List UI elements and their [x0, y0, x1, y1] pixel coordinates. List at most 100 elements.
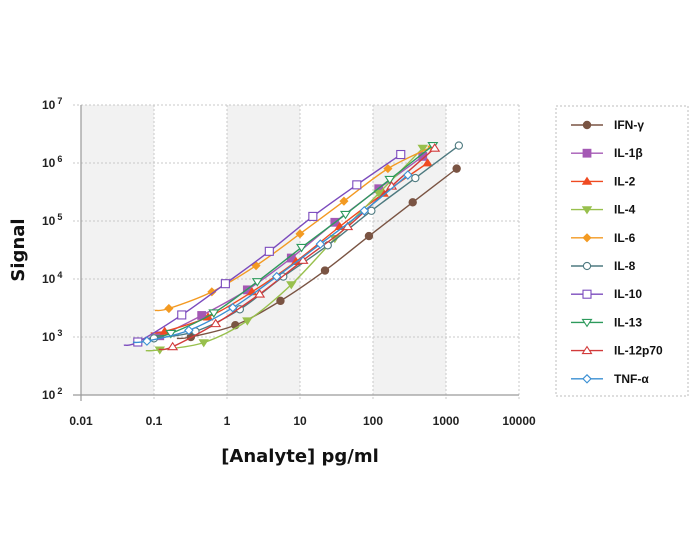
legend-label: TNF-α	[614, 372, 649, 386]
x-tick-label: 1	[224, 414, 231, 428]
legend-item: IL-10	[571, 287, 642, 301]
legend-label: IL-13	[614, 315, 642, 329]
data-series	[123, 141, 464, 355]
triangle-down-marker-icon	[198, 339, 209, 348]
triangle-marker-icon	[422, 158, 433, 167]
diamond-marker-icon	[271, 271, 282, 282]
legend-item: IFN-γ	[571, 118, 644, 132]
diamond-marker-icon	[142, 336, 152, 346]
circle-marker-icon	[411, 173, 420, 183]
x-axis-tick-labels: 0.01 0.1 1 10 100 1000 10000	[69, 414, 536, 428]
plot-band	[227, 105, 300, 395]
legend-item: IL-4	[571, 203, 636, 217]
legend-item: IL-1β	[571, 146, 643, 160]
triangle-marker-icon	[429, 143, 441, 152]
x-tick-label: 100	[363, 414, 383, 428]
y-tick-label: 10 4	[42, 270, 62, 286]
y-tick-label: 10 6	[42, 154, 62, 170]
triangle-down-marker-icon	[286, 281, 297, 290]
triangle-down-marker-icon	[417, 144, 428, 153]
y-tick-label: 10 5	[42, 212, 62, 228]
triangle-down-marker-icon	[384, 175, 396, 185]
legend-label: IL-8	[614, 259, 636, 273]
legend-item: IL-12p70	[571, 344, 663, 358]
diamond-marker-icon	[339, 196, 349, 206]
legend-label: IFN-γ	[614, 118, 644, 132]
legend-item: IL-13	[571, 315, 642, 329]
series-il-12p70	[158, 143, 441, 351]
triangle-down-marker-icon	[373, 189, 385, 199]
legend: IFN-γ IL-1β IL-2 IL-4 IL-6 IL-8 IL-10 IL-13 IL-1…	[555, 105, 689, 397]
legend-item: IL-2	[571, 174, 636, 188]
square-marker-icon	[396, 149, 406, 160]
square-marker-icon	[177, 310, 187, 320]
legend-box	[555, 105, 689, 397]
diamond-marker-icon	[295, 229, 305, 239]
x-tick-label: 1000	[433, 414, 460, 428]
axes	[73, 105, 519, 401]
square-marker-icon	[264, 246, 274, 256]
diamond-marker-icon	[383, 164, 393, 174]
series-il-6	[154, 142, 437, 314]
circle-marker-icon	[454, 141, 464, 150]
plot-band	[81, 105, 154, 395]
triangle-marker-icon	[254, 289, 266, 298]
triangle-down-marker-icon	[154, 346, 166, 355]
triangle-marker-icon	[581, 345, 593, 355]
triangle-down-marker-icon	[208, 309, 220, 318]
legend-label: IL-6	[614, 231, 636, 245]
circle-marker-icon	[408, 198, 417, 207]
plot-band	[446, 105, 519, 395]
legend-item: IL-6	[571, 231, 636, 245]
square-marker-icon	[582, 289, 592, 299]
legend-item: TNF-α	[571, 372, 649, 386]
y-tick-label: 10 2	[42, 386, 62, 402]
diamond-marker-icon	[582, 374, 592, 384]
diamond-marker-icon	[207, 287, 217, 297]
circle-marker-icon	[276, 296, 285, 306]
legend-label: IL-12p70	[614, 344, 663, 358]
legend-label: IL-1β	[614, 146, 643, 160]
diamond-marker-icon	[359, 206, 370, 216]
circle-marker-icon	[582, 261, 592, 271]
diamond-marker-icon	[164, 303, 174, 314]
plot-background-bands	[81, 105, 519, 395]
diamond-marker-icon	[228, 302, 238, 313]
square-marker-icon	[582, 148, 592, 158]
triangle-down-marker-icon	[581, 206, 593, 215]
square-marker-icon	[352, 180, 362, 190]
legend-label: IL-10	[614, 287, 642, 301]
circle-marker-icon	[364, 231, 374, 241]
x-tick-label: 0.01	[69, 414, 93, 428]
triangle-marker-icon	[297, 255, 309, 264]
plot-band	[154, 105, 227, 395]
circle-marker-icon	[582, 120, 592, 130]
x-tick-label: 10000	[502, 414, 536, 428]
series-tnf-	[132, 170, 413, 346]
y-axis-title: Signal	[8, 218, 29, 281]
triangle-marker-icon	[167, 341, 179, 351]
diamond-marker-icon	[403, 170, 413, 180]
x-tick-label: 10	[293, 414, 307, 428]
y-tick-label: 10 3	[42, 328, 62, 344]
triangle-down-marker-icon	[242, 317, 253, 326]
legend-label: IL-2	[614, 174, 636, 188]
diamond-marker-icon	[184, 325, 194, 336]
y-tick-label: 10 7	[42, 96, 62, 112]
diamond-marker-icon	[582, 233, 592, 243]
square-marker-icon	[308, 211, 318, 221]
x-axis-title: [Analyte] pg/ml	[221, 446, 379, 467]
triangle-down-marker-icon	[165, 329, 177, 339]
triangle-down-marker-icon	[296, 243, 308, 253]
x-tick-label: 0.1	[146, 414, 163, 428]
triangle-down-marker-icon	[251, 278, 263, 287]
triangle-marker-icon	[581, 176, 593, 185]
diamond-marker-icon	[315, 239, 326, 249]
triangle-marker-icon	[210, 318, 222, 328]
circle-marker-icon	[452, 164, 461, 173]
plot-band	[373, 105, 446, 395]
triangle-down-marker-icon	[581, 318, 593, 328]
legend-item: IL-8	[571, 259, 636, 273]
